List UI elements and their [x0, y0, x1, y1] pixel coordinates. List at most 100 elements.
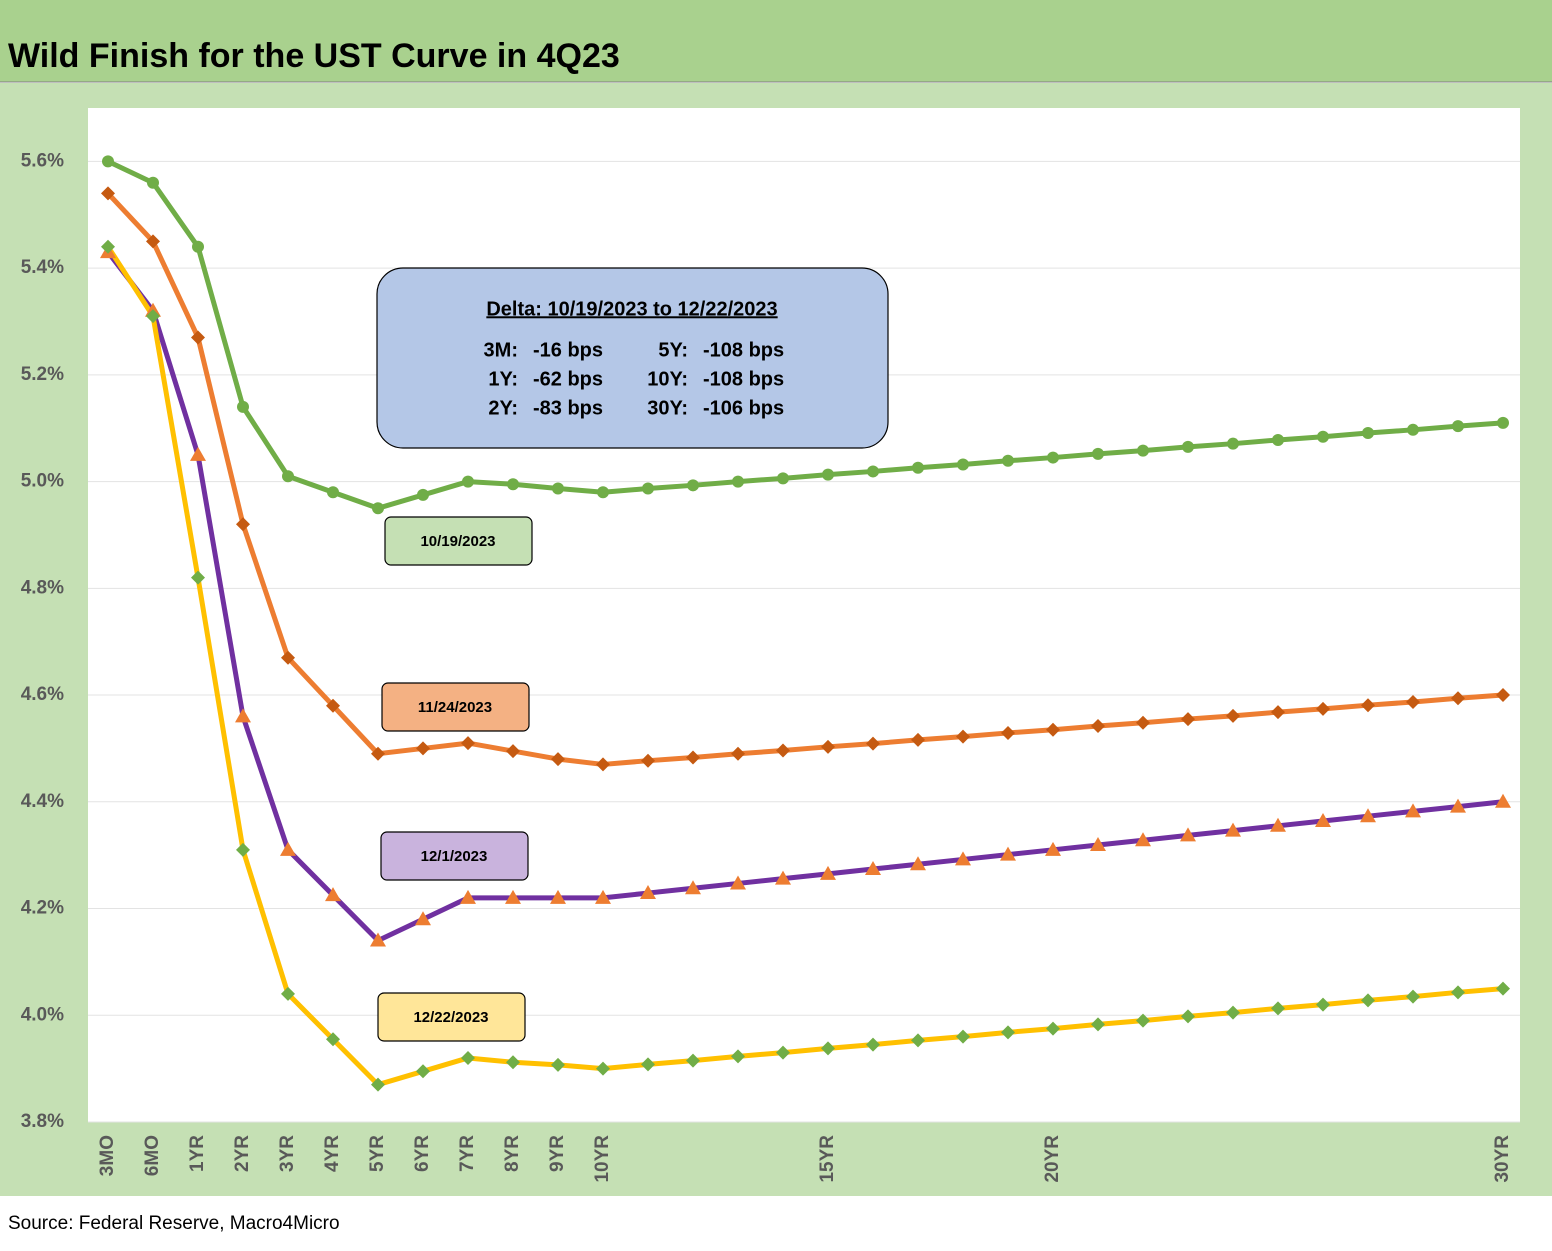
marker: [1046, 1021, 1060, 1036]
marker: [776, 1045, 790, 1060]
marker: [596, 757, 610, 772]
marker: [282, 470, 294, 483]
marker: [731, 1049, 745, 1064]
marker: [1090, 837, 1106, 852]
marker: [416, 1064, 430, 1079]
marker: [372, 502, 384, 515]
x-tick-label: 6YR: [412, 1135, 433, 1172]
series-markers: [100, 155, 1511, 1092]
marker: [1045, 841, 1061, 856]
marker: [1227, 437, 1239, 450]
marker: [821, 739, 835, 754]
y-tick-label: 4.6%: [21, 684, 64, 705]
marker: [102, 155, 114, 168]
marker: [460, 889, 476, 904]
marker: [1271, 1001, 1285, 1016]
delta-cell: -16 bps: [533, 339, 603, 361]
delta-box: [376, 267, 889, 449]
series-label: 11/24/2023: [418, 699, 492, 716]
marker: [1315, 813, 1331, 828]
marker: [776, 743, 790, 758]
marker: [101, 186, 115, 201]
marker: [1000, 846, 1016, 861]
marker: [326, 698, 340, 713]
marker: [596, 1061, 610, 1076]
marker: [281, 986, 295, 1001]
marker: [192, 240, 204, 253]
marker: [1495, 793, 1511, 808]
marker: [595, 889, 611, 904]
marker: [1271, 705, 1285, 720]
marker: [146, 234, 160, 249]
marker: [1316, 701, 1330, 716]
marker: [1497, 416, 1509, 429]
marker: [956, 1029, 970, 1044]
series-labels: 10/19/2023 11/24/2023 12/1/2023 12/22/2023: [377, 516, 533, 1042]
y-tick-label: 5.4%: [21, 257, 64, 278]
marker: [1225, 822, 1241, 837]
marker: [281, 650, 295, 665]
marker: [1136, 1013, 1150, 1028]
series-line: [106, 159, 1504, 511]
x-tick-label: 3YR: [277, 1135, 298, 1172]
marker: [1407, 423, 1419, 436]
marker: [956, 729, 970, 744]
delta-cell: -108 bps: [703, 368, 784, 390]
marker: [1360, 808, 1376, 823]
marker: [1136, 715, 1150, 730]
delta-cell: 5Y:: [658, 339, 688, 361]
x-tick-label: 10YR: [592, 1135, 613, 1183]
x-tick-label: 7YR: [457, 1135, 478, 1172]
marker: [551, 1057, 565, 1072]
x-tick-label: 15YR: [817, 1135, 838, 1183]
marker: [867, 465, 879, 478]
marker: [957, 458, 969, 471]
marker: [686, 750, 700, 765]
marker: [1451, 985, 1465, 1000]
marker: [506, 744, 520, 759]
delta-cell: 30Y:: [647, 397, 688, 419]
plot-area: [88, 108, 1520, 1122]
series-label-box: [380, 831, 529, 881]
delta-cell: 2Y:: [488, 397, 518, 419]
marker: [1361, 698, 1375, 713]
marker: [371, 746, 385, 761]
marker: [326, 1032, 340, 1047]
series-label-box: [384, 516, 533, 566]
delta-rows: 3M: -16 bps 5Y: -108 bps 1Y: -62 bps 10Y: -108 …: [484, 339, 785, 419]
marker: [505, 889, 521, 904]
marker: [685, 880, 701, 895]
marker: [1316, 997, 1330, 1012]
marker: [955, 851, 971, 866]
marker: [1001, 725, 1015, 740]
y-tick-label: 5.6%: [21, 150, 64, 171]
marker: [101, 239, 115, 254]
marker: [507, 478, 519, 491]
delta-cell: 3M:: [484, 339, 518, 361]
series-lines: [105, 159, 1504, 1088]
marker: [147, 176, 159, 189]
marker: [597, 486, 609, 499]
marker: [1137, 444, 1149, 457]
marker: [416, 741, 430, 756]
marker: [912, 461, 924, 474]
x-tick-label: 6MO: [142, 1135, 163, 1176]
marker: [415, 911, 431, 926]
y-tick-label: 4.8%: [21, 577, 64, 598]
marker: [1135, 832, 1151, 847]
x-tick-label: 20YR: [1042, 1135, 1063, 1183]
marker: [1001, 1025, 1015, 1040]
marker: [325, 887, 341, 902]
title-bar: [0, 0, 1552, 82]
marker: [822, 468, 834, 481]
marker: [506, 1055, 520, 1070]
marker: [821, 1041, 835, 1056]
marker: [191, 330, 205, 345]
marker: [687, 479, 699, 492]
series-line: [106, 250, 1504, 944]
source: Source: Federal Reserve, Macro4Micro: [8, 1213, 340, 1234]
delta-cell: 10Y:: [647, 368, 688, 390]
delta-cell: -106 bps: [703, 397, 784, 419]
